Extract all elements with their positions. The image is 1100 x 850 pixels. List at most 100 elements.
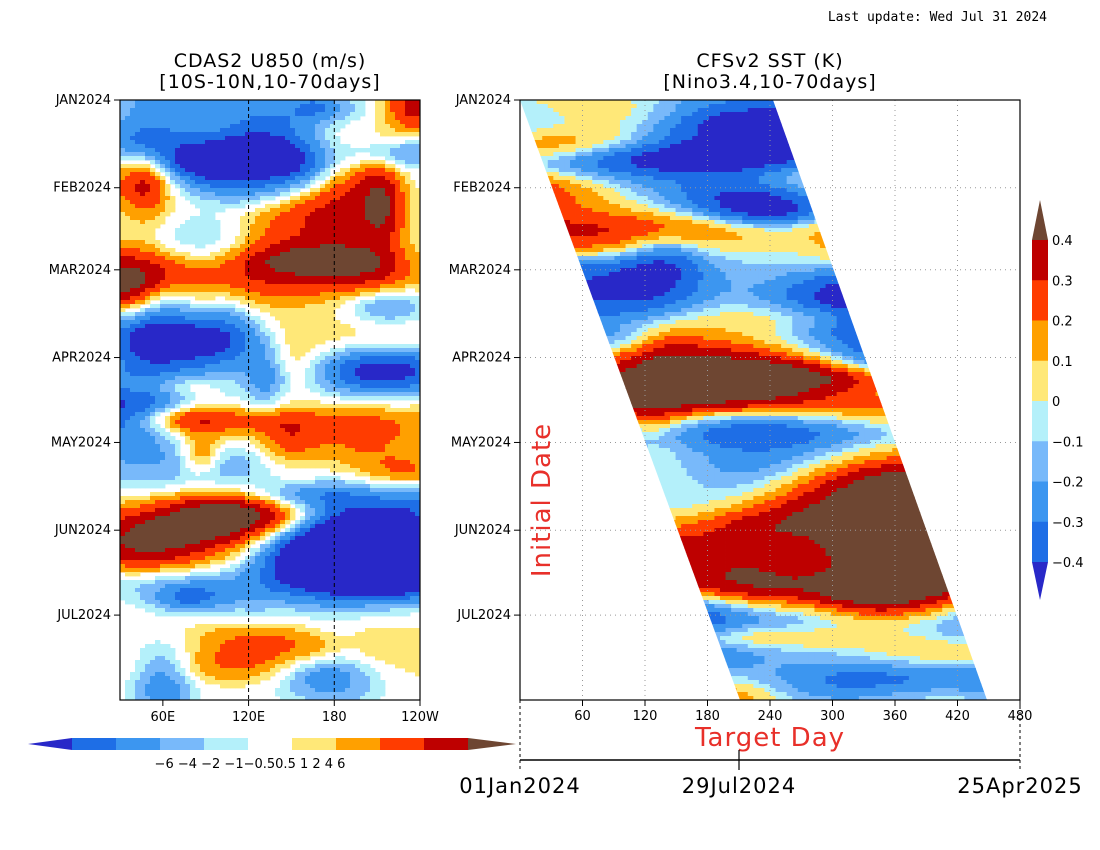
u850-cell bbox=[350, 352, 356, 357]
u850-cell bbox=[375, 224, 381, 229]
u850-cell bbox=[230, 140, 236, 145]
u850-cell bbox=[290, 240, 296, 245]
u850-cell bbox=[355, 100, 361, 105]
u850-cell bbox=[150, 356, 156, 361]
u850-cell bbox=[385, 148, 391, 153]
u850-cell bbox=[155, 344, 161, 349]
u850-cell bbox=[285, 308, 291, 313]
u850-cell bbox=[275, 160, 281, 165]
u850-cell bbox=[375, 432, 381, 437]
u850-cell bbox=[375, 312, 381, 317]
u850-cell bbox=[280, 288, 286, 293]
u850-cell bbox=[200, 312, 206, 317]
u850-cell bbox=[130, 236, 136, 241]
u850-cell bbox=[125, 116, 131, 121]
u850-cell bbox=[190, 304, 196, 309]
u850-cell bbox=[355, 268, 361, 273]
u850-cell bbox=[410, 424, 416, 429]
u850-cell bbox=[380, 132, 386, 137]
u850-cell bbox=[400, 216, 406, 221]
u850-cell bbox=[275, 388, 281, 393]
u850-cell bbox=[295, 240, 301, 245]
u850-cell bbox=[285, 292, 291, 297]
u850-cell bbox=[285, 120, 291, 125]
u850-cell bbox=[140, 144, 146, 149]
u850-cell bbox=[390, 184, 396, 189]
u850-cell bbox=[190, 140, 196, 145]
u850-cell bbox=[150, 196, 156, 201]
u850-cell bbox=[360, 436, 366, 441]
u850-cell bbox=[175, 452, 181, 457]
u850-cell bbox=[235, 148, 241, 153]
u850-cell bbox=[240, 476, 246, 481]
u850-cell bbox=[360, 276, 366, 281]
u850-cell bbox=[160, 440, 166, 445]
u850-cell bbox=[350, 368, 356, 373]
u850-cell bbox=[340, 104, 346, 109]
u850-cell bbox=[390, 420, 396, 425]
u850-cell bbox=[260, 176, 266, 181]
u850-cell bbox=[220, 432, 226, 437]
u850-cell bbox=[160, 264, 166, 269]
u850-cell bbox=[375, 172, 381, 177]
u850-cell bbox=[175, 132, 181, 137]
u850-cell bbox=[270, 292, 276, 297]
u850-cell bbox=[310, 252, 316, 257]
u850-cell bbox=[275, 392, 281, 397]
u850-cell bbox=[380, 236, 386, 241]
u850-cell bbox=[390, 296, 396, 301]
u850-cell bbox=[135, 232, 141, 237]
u850-cell bbox=[185, 428, 191, 433]
u850-cell bbox=[215, 288, 221, 293]
u850-cell bbox=[385, 420, 391, 425]
u850-cell bbox=[240, 148, 246, 153]
u850-cell bbox=[140, 240, 146, 245]
u850-cell bbox=[355, 384, 361, 389]
u850-cell bbox=[265, 284, 271, 289]
u850-cell bbox=[320, 184, 326, 189]
u850-cell bbox=[320, 132, 326, 137]
u850-cell bbox=[150, 256, 156, 261]
u850-cell bbox=[270, 120, 276, 125]
u850-cell bbox=[325, 132, 331, 137]
u850-cell bbox=[415, 204, 420, 209]
u850-cell bbox=[265, 256, 271, 261]
u850-cell bbox=[215, 428, 221, 433]
u850-cell bbox=[405, 212, 411, 217]
u850-cell bbox=[230, 368, 236, 373]
u850-cell bbox=[255, 188, 261, 193]
u850-cell bbox=[210, 440, 216, 445]
u850-cell bbox=[205, 324, 211, 329]
u850-cell bbox=[400, 436, 406, 441]
u850-cell bbox=[215, 184, 221, 189]
u850-cell bbox=[285, 156, 291, 161]
u850-cell bbox=[410, 240, 416, 245]
u850-cell bbox=[285, 132, 291, 137]
u850-cell bbox=[310, 224, 316, 229]
u850-cell bbox=[360, 112, 366, 117]
u850-cell bbox=[170, 248, 176, 253]
u850-cell bbox=[145, 152, 151, 157]
u850-cell bbox=[315, 296, 321, 301]
u850-cell bbox=[395, 284, 401, 289]
u850-cell bbox=[395, 180, 401, 185]
u850-cell bbox=[320, 380, 326, 385]
u850-cell bbox=[175, 288, 181, 293]
u850-cell bbox=[210, 208, 216, 213]
u850-cell bbox=[385, 180, 391, 185]
u850-cell bbox=[385, 224, 391, 229]
u850-cell bbox=[145, 284, 151, 289]
u850-cell bbox=[190, 200, 196, 205]
u850-cell bbox=[385, 392, 391, 397]
u850-cell bbox=[310, 368, 316, 373]
u850-cell bbox=[300, 164, 306, 169]
u850-cell bbox=[245, 476, 251, 481]
u850-cell bbox=[395, 412, 401, 417]
u850-cell bbox=[240, 144, 246, 149]
u850-cell bbox=[275, 124, 281, 129]
u850-cell bbox=[155, 212, 161, 217]
u850-cell bbox=[125, 436, 131, 441]
u850-cell bbox=[250, 268, 256, 273]
u850-cell bbox=[280, 280, 286, 285]
u850-cell bbox=[200, 208, 206, 213]
